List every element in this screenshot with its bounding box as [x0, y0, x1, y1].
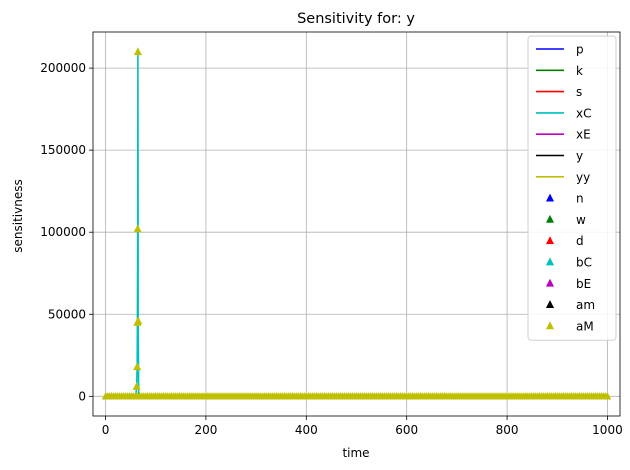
legend-marker-am	[545, 300, 555, 308]
chart-title: Sensitivity for: y	[297, 11, 415, 27]
x-tick-label: 200	[194, 423, 217, 437]
x-axis-label: time	[342, 446, 369, 460]
x-tick-label: 600	[395, 423, 418, 437]
y-tick-label: 0	[78, 389, 86, 403]
series-marker-aM	[133, 47, 142, 56]
y-tick-label: 150000	[40, 143, 86, 157]
plot-series	[101, 47, 612, 400]
y-axis-label: sensitivness	[11, 179, 25, 252]
legend-label-am: am	[576, 298, 595, 312]
legend-marker-bC	[545, 257, 555, 266]
legend-marker-bE	[545, 278, 555, 287]
legend-label-xE: xE	[576, 128, 591, 142]
legend-label-p: p	[576, 43, 584, 57]
legend-label-yy: yy	[576, 170, 590, 184]
series-marker-aM	[133, 362, 142, 371]
legend-marker-d	[545, 236, 555, 245]
legend-label-s: s	[576, 85, 582, 99]
x-tick-label: 0	[102, 423, 110, 437]
plot-frame	[92, 31, 621, 417]
legend-label-bE: bE	[576, 277, 591, 291]
legend-label-aM: aM	[576, 319, 594, 333]
axes-frame	[92, 31, 621, 417]
legend-label-n: n	[576, 192, 584, 206]
x-tick-label: 400	[295, 423, 318, 437]
legend-label-xC: xC	[576, 106, 591, 120]
legend-marker-n	[545, 193, 555, 202]
legend-label-y: y	[576, 149, 583, 163]
legend-label-w: w	[576, 213, 586, 227]
legend-label-d: d	[576, 234, 584, 248]
x-tick-label: 800	[496, 423, 519, 437]
y-axis-ticks: 0 50000 100000 150000 200000	[40, 61, 93, 403]
legend-marker-aM	[545, 321, 555, 330]
y-tick-label: 100000	[40, 225, 86, 239]
x-tick-label: 1000	[592, 423, 623, 437]
series-marker-aM	[132, 381, 141, 390]
legend-label-k: k	[576, 64, 583, 78]
y-tick-label: 50000	[48, 307, 86, 321]
x-axis-ticks: 0 200 400 600 800 1000	[102, 416, 623, 437]
series-marker-aM	[133, 224, 142, 233]
series-marker-aM	[134, 316, 143, 325]
legend-box	[527, 35, 617, 341]
legend-label-bC: bC	[576, 256, 592, 270]
y-tick-label: 200000	[40, 61, 86, 75]
legend-marker-w	[545, 214, 555, 223]
baseline-marker	[603, 392, 612, 400]
